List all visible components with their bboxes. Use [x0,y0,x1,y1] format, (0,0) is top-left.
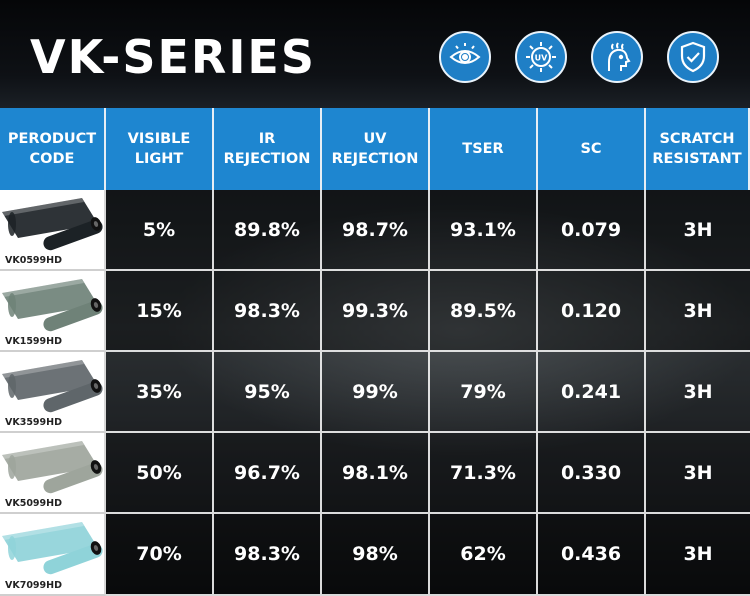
header-product-code: PERODUCT CODE [0,108,106,190]
film-roll-image [2,441,103,494]
product-cell: VK5099HD [0,433,106,514]
svg-text:UV: UV [535,54,548,63]
scratch-resistant-value: 3H [646,514,750,596]
product-code: VK0599HD [5,255,62,266]
product-cell: VK7099HD [0,514,106,596]
sc-value: 0.241 [538,352,646,433]
product-cell: VK1599HD [0,271,106,352]
product-cell: VK3599HD [0,352,106,433]
header-ir-rejection: IR REJECTION [214,108,322,190]
film-roll-image [2,279,103,332]
sc-value: 0.120 [538,271,646,352]
shield-check-icon [667,31,719,83]
uv-rejection-value: 98.1% [322,433,430,514]
sc-value: 0.330 [538,433,646,514]
header-sc: SC [538,108,646,190]
product-cell: VK0599HD [0,190,106,271]
header-visible-light: VISIBLE LIGHT [106,108,214,190]
header: VK-SERIES UV [0,0,750,108]
visible-light-value: 5% [106,190,214,271]
ir-rejection-value: 98.3% [214,514,322,596]
sc-value: 0.079 [538,190,646,271]
ir-rejection-value: 96.7% [214,433,322,514]
tser-value: 71.3% [430,433,538,514]
scratch-resistant-value: 3H [646,190,750,271]
scratch-resistant-value: 3H [646,271,750,352]
ir-rejection-value: 95% [214,352,322,433]
eye-icon [439,31,491,83]
visible-light-value: 35% [106,352,214,433]
uv-icon: UV [515,31,567,83]
tser-value: 93.1% [430,190,538,271]
tser-value: 89.5% [430,271,538,352]
film-roll-image [2,522,103,575]
ir-rejection-value: 98.3% [214,271,322,352]
visible-light-value: 50% [106,433,214,514]
ir-rejection-value: 89.8% [214,190,322,271]
sc-value: 0.436 [538,514,646,596]
tser-value: 79% [430,352,538,433]
uv-rejection-value: 98.7% [322,190,430,271]
page-title: VK-SERIES [30,30,316,84]
product-code: VK3599HD [5,417,62,428]
uv-rejection-value: 99.3% [322,271,430,352]
visible-light-value: 15% [106,271,214,352]
scratch-resistant-value: 3H [646,352,750,433]
uv-rejection-value: 99% [322,352,430,433]
product-code: VK1599HD [5,336,62,347]
heat-person-icon [591,31,643,83]
scratch-resistant-value: 3H [646,433,750,514]
header-uv-rejection: UV REJECTION [322,108,430,190]
product-code: VK5099HD [5,498,62,509]
visible-light-value: 70% [106,514,214,596]
spec-table: PERODUCT CODE VISIBLE LIGHT IR REJECTION… [0,108,750,596]
film-roll-image [2,360,103,413]
header-tser: TSER [430,108,538,190]
film-roll-image [2,198,103,251]
tser-value: 62% [430,514,538,596]
product-code: VK7099HD [5,580,62,591]
uv-rejection-value: 98% [322,514,430,596]
header-scratch-resistant: SCRATCH RESISTANT [646,108,750,190]
